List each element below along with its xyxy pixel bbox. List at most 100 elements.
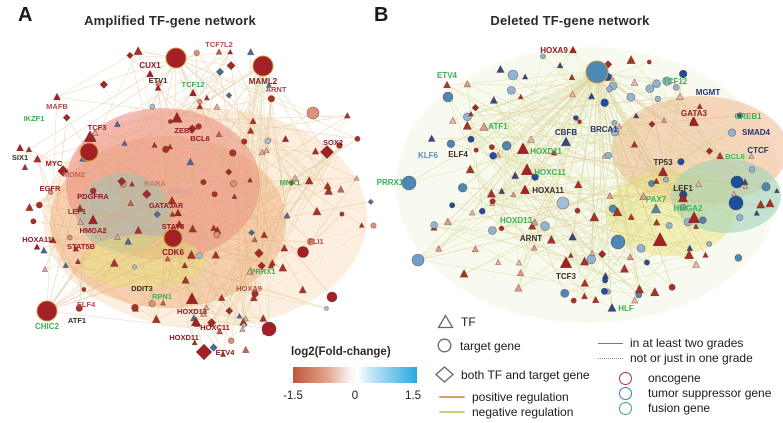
- gene-node: [62, 113, 71, 122]
- gene-label: PDGFRA: [77, 192, 109, 201]
- gene-node: [241, 138, 248, 145]
- network-edge: [492, 171, 664, 231]
- gene-node: [589, 211, 600, 222]
- gene-node: [187, 124, 197, 134]
- gene-node: [520, 163, 534, 176]
- panel-a-letter: A: [18, 4, 33, 26]
- gene-node: [109, 258, 119, 267]
- network-edge: [88, 151, 129, 242]
- network-edge: [475, 107, 546, 227]
- gene-node: [114, 233, 121, 240]
- network-edge: [75, 151, 90, 249]
- gene-label: HOXD13: [177, 307, 207, 316]
- network-edge: [596, 71, 740, 218]
- gene-node: [580, 278, 590, 287]
- gene-node: [117, 176, 127, 186]
- gene-node: [569, 90, 577, 98]
- network-edge: [731, 132, 767, 187]
- network-edge: [634, 144, 777, 192]
- gene-node: [765, 198, 775, 208]
- gene-node: [600, 287, 608, 295]
- gene-node: [705, 147, 714, 155]
- network-edge: [630, 96, 704, 221]
- gene-label: CUX1: [139, 61, 161, 70]
- network-edge: [165, 149, 200, 256]
- network-edge: [216, 106, 263, 153]
- gene-node: [657, 166, 669, 177]
- gene-node: [695, 180, 703, 187]
- gene-node: [280, 243, 289, 252]
- gene-node: [225, 306, 234, 315]
- gene-node: [127, 199, 135, 206]
- network-edge: [417, 194, 514, 261]
- gene-node: [528, 221, 537, 230]
- gene-label: MNX1: [280, 178, 301, 187]
- gene-label: HMGA2: [674, 204, 703, 213]
- network-edge: [511, 89, 644, 198]
- gene-node: [228, 337, 235, 344]
- gene-node: [162, 145, 170, 153]
- network-edge: [520, 71, 598, 274]
- network-edge: [604, 197, 684, 281]
- gene-label: TCF12: [663, 77, 688, 86]
- gene-node: [251, 236, 258, 243]
- gene-node: [568, 73, 576, 81]
- gene-node: [211, 250, 220, 259]
- network-edge: [134, 266, 327, 309]
- gene-node: [354, 135, 361, 142]
- fusion-gene-ring-icon: [619, 401, 632, 415]
- network-edge: [467, 122, 615, 127]
- gene-label: HOXD11: [530, 147, 562, 156]
- network-edge: [467, 83, 699, 185]
- network-edge: [228, 65, 264, 311]
- gene-node: [16, 143, 24, 152]
- gene-node: [626, 253, 634, 261]
- network-edge: [92, 219, 200, 257]
- gene-node: [653, 177, 660, 184]
- network-edge: [217, 138, 358, 231]
- network-edge: [134, 247, 285, 308]
- network-edge: [649, 88, 667, 180]
- gene-label: CREB1: [734, 112, 762, 121]
- network-edge: [524, 71, 598, 191]
- gene-node: [654, 95, 662, 102]
- gene-node: [463, 80, 472, 88]
- gene-node: [168, 119, 173, 124]
- gene-node: [602, 277, 609, 284]
- gene-node: [171, 111, 183, 123]
- network-edge: [172, 71, 221, 239]
- network-edge: [46, 51, 231, 312]
- network-edge: [92, 92, 194, 192]
- gene-node: [498, 225, 505, 232]
- gene-node: [650, 203, 662, 214]
- gene-node: [550, 149, 558, 156]
- gene-node: [728, 195, 744, 211]
- gene-node: [249, 117, 257, 124]
- legend-label-tf: TF: [461, 314, 476, 329]
- gene-label: IKZF1: [24, 114, 45, 123]
- network-edge: [463, 132, 733, 275]
- network-edge: [571, 77, 653, 125]
- network-edge: [175, 57, 314, 114]
- gene-node: [213, 103, 221, 110]
- network-edge: [682, 155, 752, 199]
- gene-node: [692, 223, 699, 229]
- gene-label: PRRX1: [250, 267, 275, 276]
- network-edge: [78, 151, 90, 309]
- legend-item-target-gene: target gene: [436, 338, 521, 353]
- gene-node: [435, 244, 443, 252]
- gene-node: [185, 292, 199, 305]
- gene-node: [210, 224, 218, 231]
- network-edge: [467, 96, 681, 118]
- gene-node: [630, 140, 639, 148]
- gene-label: BRCA1: [590, 125, 618, 134]
- network-edge: [69, 182, 292, 238]
- gene-node: [748, 166, 756, 173]
- gene-node: [226, 61, 236, 71]
- network-edge: [438, 71, 598, 250]
- network-edge: [501, 141, 567, 192]
- network-edge: [253, 225, 374, 299]
- colorbar-tick-max: 1.5: [405, 390, 421, 402]
- network-edge: [450, 71, 598, 145]
